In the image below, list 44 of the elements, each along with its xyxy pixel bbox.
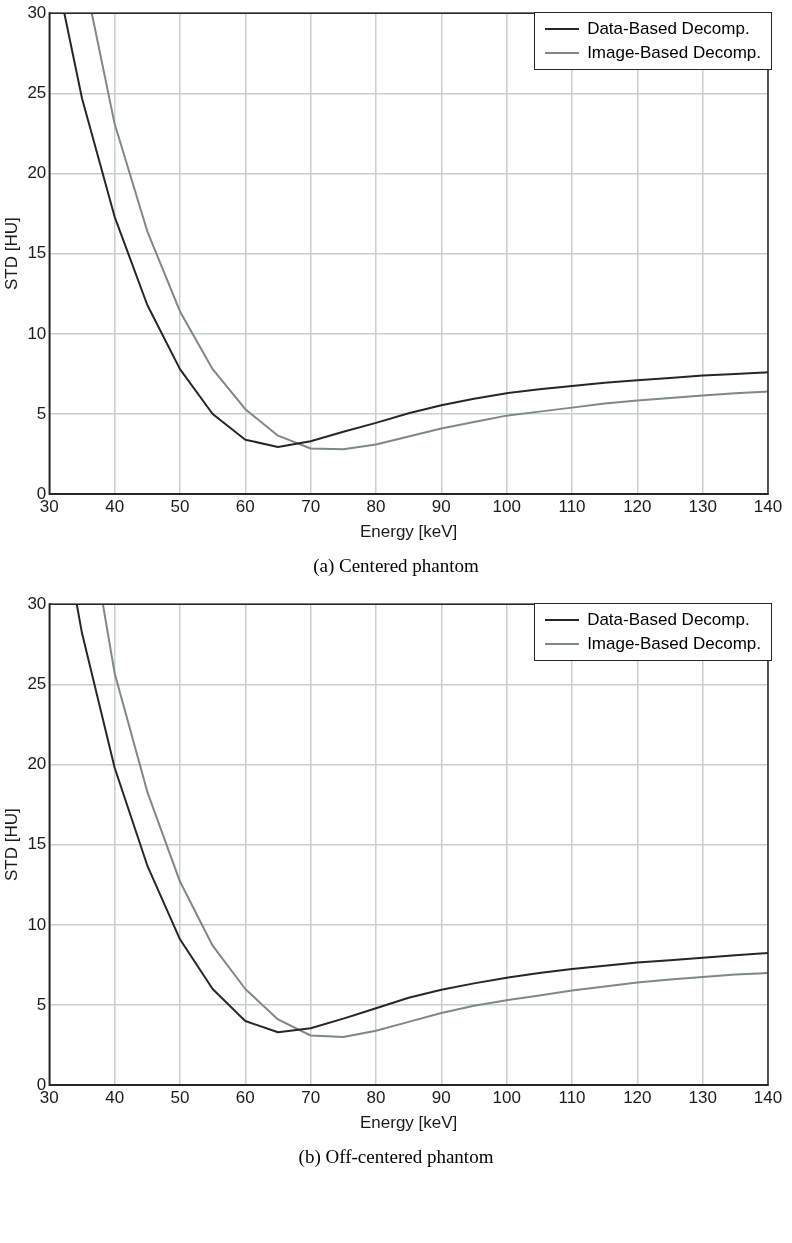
x-tick-label: 60 <box>235 1088 255 1108</box>
x-tick-label: 40 <box>105 497 125 517</box>
y-tick-label: 20 <box>27 754 47 774</box>
x-tick-label: 80 <box>366 1088 386 1108</box>
y-tick-label: 10 <box>27 323 47 343</box>
x-tick-label: 100 <box>492 1088 521 1108</box>
y-axis-title: STD [HU] <box>1 217 21 291</box>
x-tick-label: 40 <box>105 1088 125 1108</box>
x-axis-title: Energy [keV] <box>359 1113 458 1133</box>
x-tick-label: 120 <box>623 497 652 517</box>
x-tick-label: 90 <box>431 497 451 517</box>
y-tick-label: 5 <box>36 994 47 1014</box>
x-tick-label: 140 <box>753 497 783 517</box>
y-tick-label: 25 <box>27 83 47 103</box>
y-tick-label: 30 <box>27 593 47 613</box>
x-axis-title: Energy [keV] <box>359 522 458 542</box>
legend-label: Data-Based Decomp. <box>587 610 750 630</box>
legend-label: Image-Based Decomp. <box>587 634 761 654</box>
x-tick-label: 70 <box>301 1088 321 1108</box>
x-tick-label: 100 <box>492 497 521 517</box>
x-tick-label: 110 <box>558 497 586 517</box>
text: (b) Off-centered phantom <box>297 1145 495 1169</box>
y-tick-label: 5 <box>36 403 47 423</box>
legend-label: Image-Based Decomp. <box>587 43 761 63</box>
y-tick-label: 30 <box>27 2 47 22</box>
x-tick-label: 60 <box>235 497 255 517</box>
legend-label: Data-Based Decomp. <box>587 19 750 39</box>
y-tick-label: 15 <box>27 834 47 854</box>
x-tick-label: 80 <box>366 497 386 517</box>
x-tick-label: 50 <box>170 1088 190 1108</box>
x-tick-label: 140 <box>753 1088 783 1108</box>
text: (a) Centered phantom <box>312 554 480 578</box>
x-tick-label: 50 <box>170 497 190 517</box>
y-axis-title: STD [HU] <box>1 808 21 882</box>
y-tick-label: 15 <box>27 243 47 263</box>
x-tick-label: 120 <box>623 1088 652 1108</box>
x-tick-label: 110 <box>558 1088 586 1108</box>
x-tick-label: 130 <box>688 497 717 517</box>
x-tick-label: 70 <box>301 497 321 517</box>
y-tick-label: 25 <box>27 674 47 694</box>
x-tick-label: 90 <box>431 1088 451 1108</box>
y-tick-label: 10 <box>27 914 47 934</box>
x-tick-label: 130 <box>688 1088 717 1108</box>
y-tick-label: 20 <box>27 163 47 183</box>
